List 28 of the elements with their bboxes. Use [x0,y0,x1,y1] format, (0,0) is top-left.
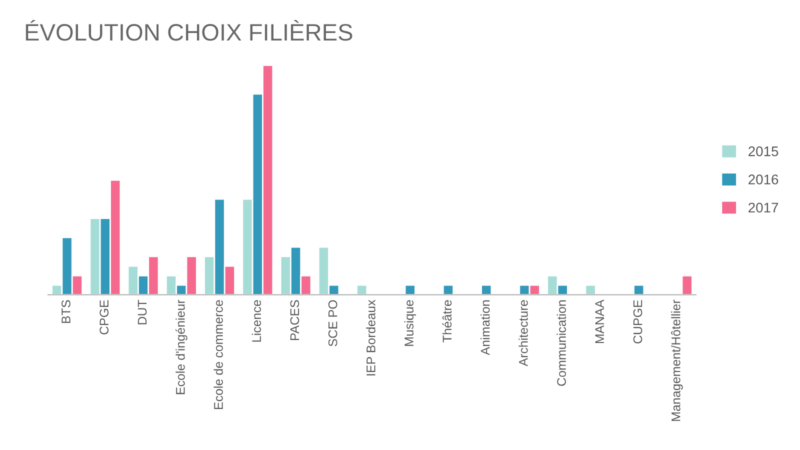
x-tick-label: Théâtre [442,300,452,342]
x-tick-label: Licence [252,300,262,342]
x-tick-label: Musique [404,300,416,346]
bar [633,284,645,295]
x-tick-label: Ecole d'ingénieur [176,300,188,394]
bar [404,284,416,295]
legend-label: 2016 [748,174,778,184]
x-tick-label: CUPGE [633,300,642,344]
x-tick-label: Communication [556,300,566,386]
x-tick-label: IEP Bordeaux [366,300,376,376]
x-tick-label: PACES [290,300,300,340]
bar [442,284,454,295]
bar [480,284,492,295]
x-tick-label: Architecture [518,300,528,366]
x-tick-label: Ecole de commerce [214,300,223,410]
x-tick-label: DUT [138,300,147,324]
legend-label: 2017 [748,202,778,213]
x-tick-label: Animation [480,300,490,356]
chart-title: ÉVOLUTION CHOIX FILIÈRES [26,20,352,41]
legend-label: 2015 [748,146,778,156]
bar [681,275,693,295]
x-tick-label: SCE PO [328,300,338,346]
bar [356,284,368,295]
x-tick-label: Management/Hôtellier [671,300,683,421]
x-tick-label: MANAA [595,300,604,344]
x-tick-label: CPGE [100,300,109,334]
bar [584,284,596,295]
x-tick-label: BTS [62,300,70,323]
